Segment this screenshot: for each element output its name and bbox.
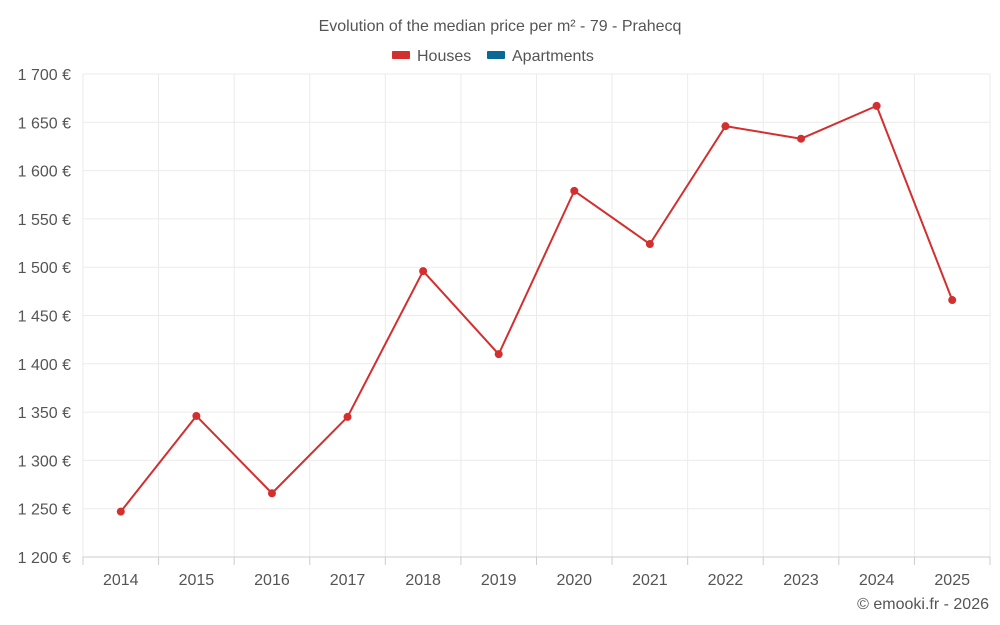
- data-point-houses[interactable]: [645, 240, 654, 249]
- legend-label-apartments: Apartments: [512, 48, 594, 65]
- legend-item-houses[interactable]: Houses: [392, 48, 471, 65]
- y-axis-labels: 1 200 € 1 250 € 1 300 € 1 350 € 1 400 € 1 450…: [18, 67, 71, 567]
- series-layer: [116, 101, 957, 516]
- x-tick-label: 2017: [330, 572, 366, 589]
- data-point-houses[interactable]: [872, 101, 881, 110]
- x-tick-label: 2020: [556, 572, 592, 589]
- data-point-houses[interactable]: [948, 296, 957, 305]
- x-tick-label: 2016: [254, 572, 290, 589]
- y-tick-label: 1 600 €: [18, 164, 71, 181]
- y-tick-label: 1 550 €: [18, 212, 71, 229]
- x-tick-label: 2023: [783, 572, 819, 589]
- y-tick-label: 1 300 €: [18, 453, 71, 470]
- y-tick-label: 1 650 €: [18, 115, 71, 132]
- x-tick-label: 2018: [405, 572, 441, 589]
- credit-text: © emooki.fr - 2026: [857, 596, 989, 613]
- y-tick-label: 1 700 €: [18, 67, 71, 84]
- legend-label-houses: Houses: [417, 48, 471, 65]
- x-tick-label: 2021: [632, 572, 668, 589]
- data-point-houses[interactable]: [570, 186, 579, 195]
- x-tick-label: 2014: [103, 572, 139, 589]
- data-point-houses[interactable]: [192, 411, 201, 420]
- x-tick-label: 2015: [179, 572, 215, 589]
- data-point-houses[interactable]: [721, 122, 730, 131]
- data-point-houses[interactable]: [797, 134, 806, 143]
- data-point-houses[interactable]: [494, 350, 503, 359]
- legend-swatch-houses: [392, 51, 410, 59]
- series-line-houses: [120, 104, 954, 513]
- y-tick-label: 1 200 €: [18, 550, 71, 567]
- x-tick-label: 2022: [708, 572, 744, 589]
- data-point-houses[interactable]: [419, 267, 428, 276]
- x-tick-label: 2019: [481, 572, 517, 589]
- data-point-houses[interactable]: [116, 507, 125, 516]
- y-tick-label: 1 250 €: [18, 502, 71, 519]
- y-tick-label: 1 500 €: [18, 260, 71, 277]
- x-gridlines: [82, 74, 991, 565]
- chart-title: Evolution of the median price per m² - 7…: [319, 18, 682, 35]
- legend: Houses Apartments: [392, 48, 594, 65]
- x-tick-label: 2025: [934, 572, 970, 589]
- x-axis-labels: 2014 2015 2016 2017 2018 2019 2020 2021 2022 2023…: [103, 572, 970, 589]
- legend-swatch-apartments: [487, 51, 505, 59]
- data-point-houses[interactable]: [267, 489, 276, 498]
- data-point-houses[interactable]: [343, 412, 352, 421]
- x-tick-label: 2024: [859, 572, 895, 589]
- y-tick-label: 1 400 €: [18, 357, 71, 374]
- y-tick-label: 1 450 €: [18, 309, 71, 326]
- y-tick-label: 1 350 €: [18, 405, 71, 422]
- legend-item-apartments[interactable]: Apartments: [487, 48, 594, 65]
